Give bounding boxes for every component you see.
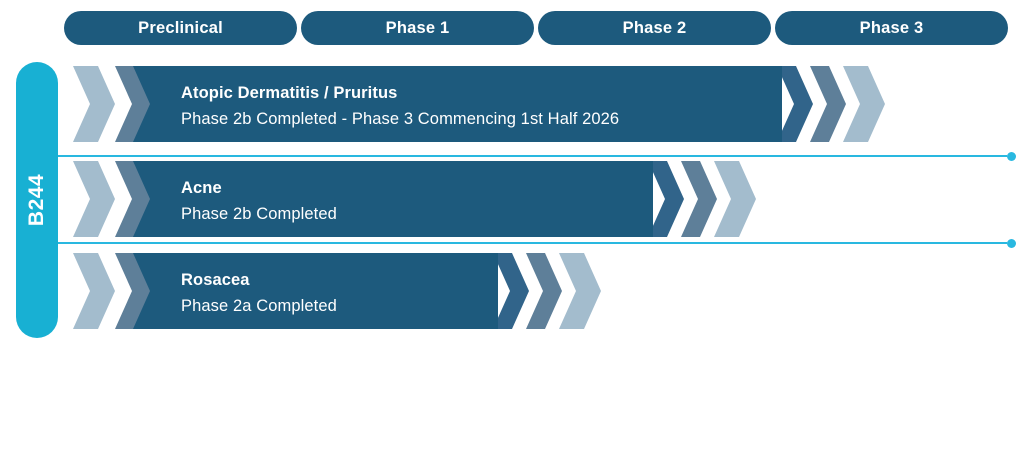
phase-pill-phase-1[interactable]: Phase 1 [301, 11, 534, 45]
separator-line [58, 242, 1007, 244]
program-row[interactable]: Acne Phase 2b Completed [0, 161, 1024, 237]
program-progress-bar [133, 253, 498, 329]
trail-chevron-icon [714, 161, 756, 237]
phase-pill-phase-3[interactable]: Phase 3 [775, 11, 1008, 45]
phase-pill-label: Phase 2 [622, 18, 687, 37]
program-group-bar: B244 [16, 62, 58, 338]
phase-pill-label: Phase 3 [859, 18, 924, 37]
program-status: Phase 2b Completed [181, 204, 337, 223]
trail-chevron-icon [526, 253, 562, 329]
phase-header-row: Preclinical Phase 1 Phase 2 Phase 3 [0, 0, 1024, 52]
trail-chevron-icon [843, 66, 885, 142]
lead-chevron-icon [73, 253, 115, 329]
trail-chevron-icon [648, 161, 684, 237]
separator-end-dot-icon [1007, 151, 1016, 161]
program-row[interactable]: Atopic Dermatitis / Pruritus Phase 2b Com… [0, 66, 1024, 142]
program-status: Phase 2b Completed - Phase 3 Commencing … [181, 109, 620, 128]
separator-end-dot-icon [1007, 238, 1016, 248]
trail-chevron-icon [559, 253, 601, 329]
program-progress-bar [133, 161, 653, 237]
separator-line [58, 155, 1007, 157]
phase-pill-phase-2[interactable]: Phase 2 [538, 11, 771, 45]
program-status: Phase 2a Completed [181, 296, 337, 315]
program-title: Atopic Dermatitis / Pruritus [181, 84, 398, 102]
program-text-block: Rosacea Phase 2a Completed [181, 272, 337, 314]
program-title: Rosacea [181, 271, 250, 289]
trail-chevron-icon [681, 161, 717, 237]
lead-chevron-icon [73, 66, 115, 142]
program-text-block: Acne Phase 2b Completed [181, 180, 337, 222]
phase-pill-label: Phase 1 [385, 18, 450, 37]
trail-chevron-icon [777, 66, 813, 142]
program-row[interactable]: Rosacea Phase 2a Completed [0, 253, 1024, 329]
phase-pill-preclinical[interactable]: Preclinical [64, 11, 297, 45]
trail-chevron-icon [810, 66, 846, 142]
phase-pill-label: Preclinical [138, 18, 223, 37]
trail-chevron-icon [493, 253, 529, 329]
program-progress-bar [133, 66, 782, 142]
program-title: Acne [181, 179, 222, 197]
program-text-block: Atopic Dermatitis / Pruritus Phase 2b Com… [181, 85, 619, 127]
lead-chevron-icon [73, 161, 115, 237]
